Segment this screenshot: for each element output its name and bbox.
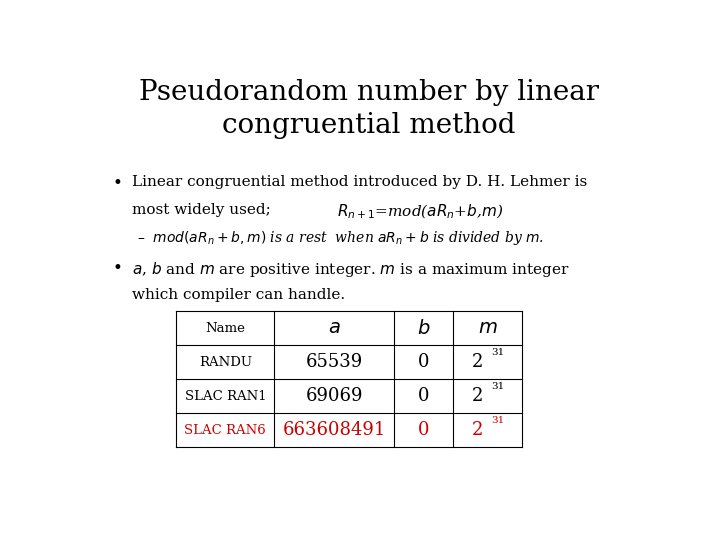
Text: $a$: $a$ bbox=[328, 319, 341, 337]
Text: most widely used;: most widely used; bbox=[132, 203, 276, 217]
Text: $b$: $b$ bbox=[417, 319, 430, 338]
Text: $m$: $m$ bbox=[478, 319, 498, 337]
Text: –  $mod(aR_n+b,m)$ is a rest  when $aR_n+b$ is divided by $m$.: – $mod(aR_n+b,m)$ is a rest when $aR_n+b… bbox=[138, 229, 544, 247]
Text: 2: 2 bbox=[472, 421, 483, 439]
Text: $R_{n+1}$=mod($aR_n$+$b$,$m$): $R_{n+1}$=mod($aR_n$+$b$,$m$) bbox=[338, 203, 504, 221]
Text: SLAC RAN1: SLAC RAN1 bbox=[184, 390, 266, 403]
Text: 0: 0 bbox=[418, 387, 429, 405]
Text: 2: 2 bbox=[472, 353, 483, 371]
Text: 69069: 69069 bbox=[305, 387, 363, 405]
Text: 31: 31 bbox=[491, 416, 504, 425]
Text: SLAC RAN6: SLAC RAN6 bbox=[184, 424, 266, 437]
Text: $a$, $b$ and $m$ are positive integer. $m$ is a maximum integer: $a$, $b$ and $m$ are positive integer. $… bbox=[132, 260, 570, 279]
Text: 0: 0 bbox=[418, 421, 429, 439]
Text: •: • bbox=[112, 260, 122, 277]
Text: RANDU: RANDU bbox=[199, 356, 252, 369]
Text: 663608491: 663608491 bbox=[282, 421, 386, 439]
Text: 31: 31 bbox=[491, 348, 504, 356]
Text: 2: 2 bbox=[472, 387, 483, 405]
Text: 31: 31 bbox=[491, 382, 504, 391]
Text: 65539: 65539 bbox=[305, 353, 363, 371]
Text: 0: 0 bbox=[418, 353, 429, 371]
Text: Name: Name bbox=[205, 321, 246, 334]
Text: •: • bbox=[112, 175, 122, 192]
Text: Pseudorandom number by linear
congruential method: Pseudorandom number by linear congruenti… bbox=[139, 79, 599, 139]
Text: Linear congruential method introduced by D. H. Lehmer is: Linear congruential method introduced by… bbox=[132, 175, 587, 189]
Text: which compiler can handle.: which compiler can handle. bbox=[132, 288, 345, 302]
